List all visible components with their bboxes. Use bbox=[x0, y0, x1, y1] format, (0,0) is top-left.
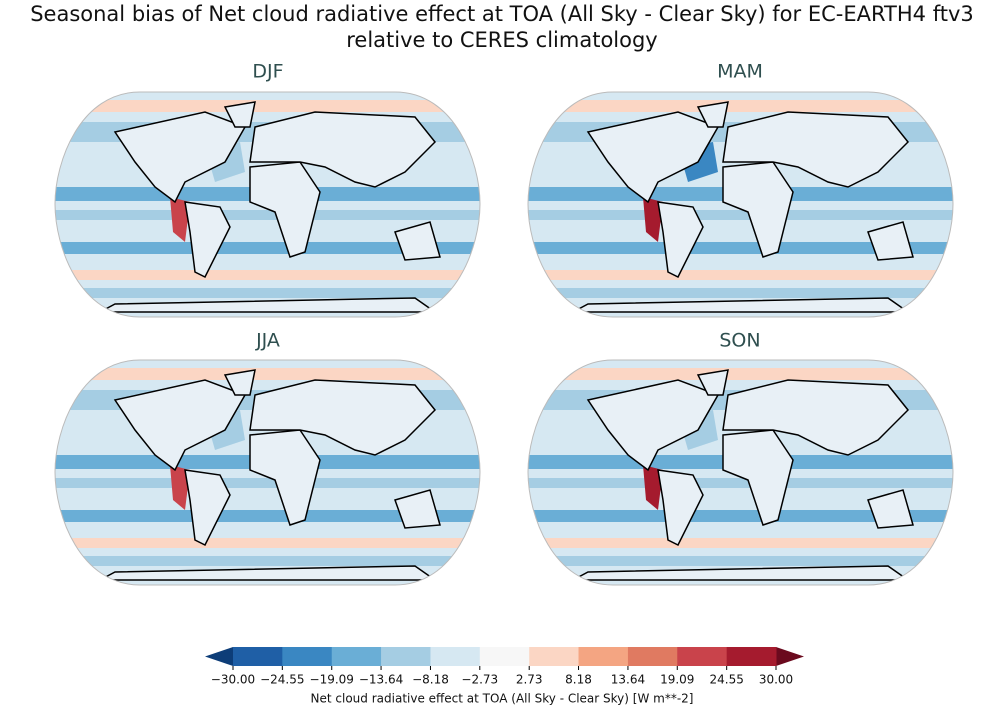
field-band bbox=[55, 368, 480, 380]
coastline bbox=[867, 221, 914, 261]
coastline bbox=[722, 111, 910, 188]
coastline bbox=[696, 369, 729, 396]
colorbar-tick-label: −8.18 bbox=[412, 673, 449, 687]
field-band bbox=[55, 556, 480, 566]
field-band bbox=[528, 210, 953, 220]
coastline bbox=[657, 201, 704, 279]
coastline bbox=[249, 111, 437, 188]
colorbar-segment bbox=[233, 647, 283, 666]
field-band bbox=[528, 368, 953, 380]
coastline bbox=[249, 379, 437, 456]
figure-title: relative to CERES climatology bbox=[346, 28, 658, 52]
field-band bbox=[55, 510, 480, 522]
coastline bbox=[113, 111, 247, 204]
coastline bbox=[113, 379, 247, 472]
field-band bbox=[528, 538, 953, 548]
colorbar-label: Net cloud radiative effect at TOA (All S… bbox=[311, 692, 694, 706]
coastline bbox=[696, 101, 729, 128]
map-panel bbox=[54, 91, 481, 318]
field-band bbox=[528, 510, 953, 522]
field-patch bbox=[643, 465, 663, 510]
coastline bbox=[394, 489, 441, 529]
colorbar-segment bbox=[479, 647, 530, 666]
field-band bbox=[55, 270, 480, 280]
coastline bbox=[184, 469, 231, 547]
panel-title: JJA bbox=[255, 330, 280, 352]
colorbar-segment bbox=[726, 647, 777, 666]
colorbar-tick-label: −30.00 bbox=[211, 673, 255, 687]
colorbar-tick-label: 24.55 bbox=[709, 673, 743, 687]
colorbar-extend bbox=[205, 647, 233, 666]
colorbar-tick-label: −24.55 bbox=[260, 673, 304, 687]
coastline bbox=[223, 101, 256, 128]
map-panel bbox=[527, 359, 954, 586]
field-band bbox=[55, 288, 480, 298]
colorbar-tick-label: 2.73 bbox=[516, 673, 543, 687]
field-patch bbox=[170, 465, 190, 510]
field-band bbox=[55, 210, 480, 220]
panel-title: DJF bbox=[252, 61, 283, 83]
figure-title: Seasonal bias of Net cloud radiative eff… bbox=[30, 2, 974, 26]
map-panel bbox=[54, 359, 481, 586]
map-outline bbox=[527, 359, 954, 586]
field-band bbox=[528, 478, 953, 488]
coastline bbox=[249, 429, 321, 526]
colorbar-segment bbox=[282, 647, 333, 666]
colorbar-segment bbox=[529, 647, 580, 666]
field-band bbox=[528, 556, 953, 566]
field-band bbox=[55, 242, 480, 254]
coastline bbox=[722, 429, 794, 526]
map-field bbox=[528, 360, 953, 585]
panel-title: MAM bbox=[717, 61, 763, 83]
colorbar-segment bbox=[381, 647, 431, 666]
map-field bbox=[528, 92, 953, 317]
field-band bbox=[55, 478, 480, 488]
colorbar-tick-label: −19.09 bbox=[310, 673, 354, 687]
colorbar-segment bbox=[578, 647, 629, 666]
colorbar-tick-label: 8.18 bbox=[565, 673, 592, 687]
colorbar-tick-label: 13.64 bbox=[611, 673, 645, 687]
panel-title: SON bbox=[719, 330, 760, 352]
field-band bbox=[528, 242, 953, 254]
map-outline bbox=[54, 91, 481, 318]
field-band bbox=[528, 270, 953, 280]
map-outline bbox=[54, 359, 481, 586]
field-band bbox=[528, 100, 953, 112]
map-field bbox=[55, 92, 480, 317]
map-field bbox=[55, 360, 480, 585]
field-band bbox=[55, 538, 480, 548]
coastline bbox=[586, 379, 720, 472]
colorbar-segment bbox=[331, 647, 382, 666]
coastline bbox=[394, 221, 441, 261]
colorbar-tick-label: −13.64 bbox=[359, 673, 403, 687]
coastline bbox=[586, 111, 720, 204]
field-band bbox=[528, 288, 953, 298]
colorbar-segment bbox=[677, 647, 728, 666]
colorbar-tick-label: −2.73 bbox=[461, 673, 498, 687]
colorbar-tick-label: 30.00 bbox=[759, 673, 793, 687]
field-patch bbox=[170, 197, 190, 242]
field-patch bbox=[643, 197, 663, 242]
colorbar-extend bbox=[776, 647, 804, 666]
coastline bbox=[722, 161, 794, 258]
coastline bbox=[184, 201, 231, 279]
coastline bbox=[867, 489, 914, 529]
coastline bbox=[249, 161, 321, 258]
colorbar-tick-label: 19.09 bbox=[660, 673, 694, 687]
coastline bbox=[657, 469, 704, 547]
map-panel bbox=[527, 91, 954, 318]
colorbar-segment bbox=[430, 647, 481, 666]
coastline bbox=[223, 369, 256, 396]
colorbar-segment bbox=[627, 647, 678, 666]
field-band bbox=[55, 100, 480, 112]
map-outline bbox=[527, 91, 954, 318]
coastline bbox=[722, 379, 910, 456]
